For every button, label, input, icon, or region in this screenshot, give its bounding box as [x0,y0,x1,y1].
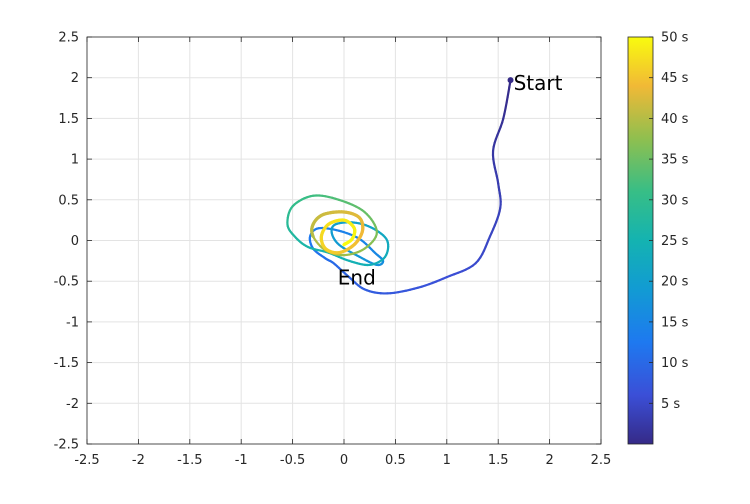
colorbar-label: 15 s [661,315,689,330]
y-tick-label: -0.5 [54,275,79,290]
x-tick-label: 1 [443,453,451,468]
annotations: Start End [338,71,563,290]
colorbar-label: 10 s [661,356,689,371]
x-tick-label: -2 [132,453,145,468]
colorbar-label: 5 s [661,397,680,412]
start-point-marker [508,78,513,83]
annotation-start: Start [514,71,563,95]
y-tick-label: -2 [66,397,79,412]
y-tick-label: -1.5 [54,356,79,371]
start-marker-group [508,78,513,83]
colorbar-label: 45 s [661,71,689,86]
colorbar: 50 s 45 s 40 s 35 s 30 s 25 s 20 s 15 s 10 s 5 s [628,31,689,445]
y-tick-label: -2.5 [54,438,79,453]
colorbar-label: 20 s [661,275,689,290]
x-tick-label: -2.5 [74,453,99,468]
colorbar-label: 30 s [661,193,689,208]
y-tick-label: -1 [66,315,79,330]
trajectory-line [287,80,510,293]
y-tick-label: 2.5 [58,31,79,46]
y-tick-label: 1 [71,153,79,168]
annotation-end: End [338,266,376,290]
colorbar-label: 35 s [661,153,689,168]
x-tick-label: 0.5 [385,453,406,468]
colorbar-label: 25 s [661,234,689,249]
x-tick-label: 1.5 [488,453,509,468]
grid-lines [87,37,601,444]
x-tick-label: -1.5 [177,453,202,468]
x-tick-label: 2.5 [591,453,612,468]
y-tick-label: 0 [71,234,79,249]
y-tick-label: 1.5 [58,112,79,127]
colorbar-label: 50 s [661,31,689,46]
y-tick-label: 0.5 [58,193,79,208]
x-tick-label: -0.5 [280,453,305,468]
x-tick-label: 2 [545,453,553,468]
y-tick-label: 2 [71,71,79,86]
x-tick-label: -1 [235,453,248,468]
colorbar-label: 40 s [661,112,689,127]
x-tick-label: 0 [340,453,348,468]
